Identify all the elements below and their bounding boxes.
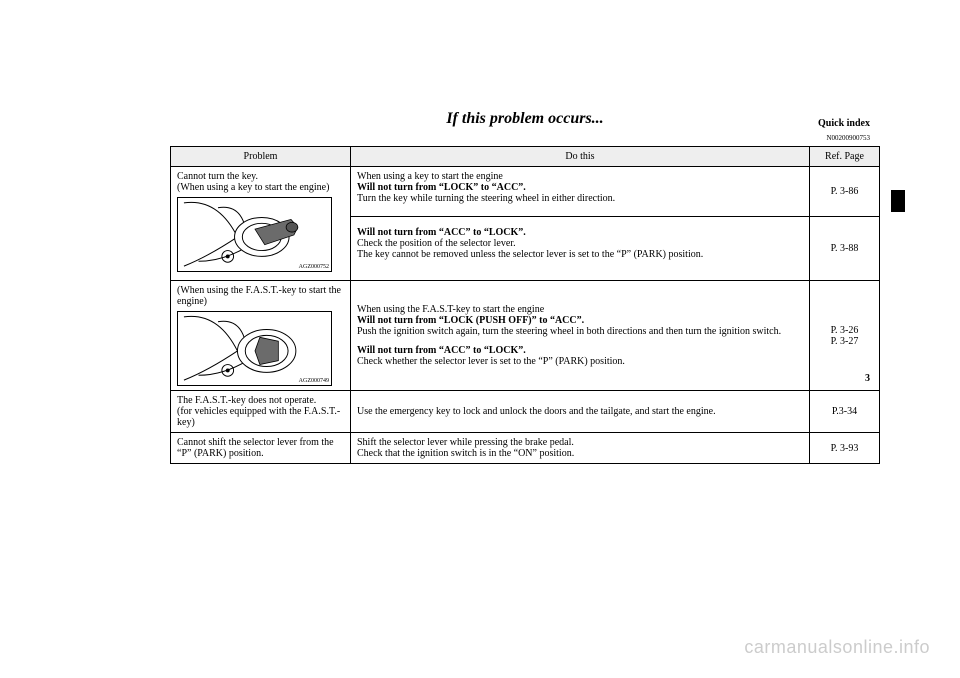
instruction-text: Will not turn from “LOCK (PUSH OFF)” to …	[357, 315, 803, 326]
dothis-cell: When using a key to start the engine Wil…	[351, 167, 810, 217]
instruction-text: The key cannot be removed unless the sel…	[357, 249, 803, 260]
table-row: (When using the F.A.S.T.-key to start th…	[171, 281, 880, 391]
problem-text: Cannot turn the key. (When using a key t…	[177, 171, 344, 193]
col-header-ref: Ref. Page	[810, 147, 880, 167]
dothis-cell: Will not turn from “ACC” to “LOCK”. Chec…	[351, 217, 810, 281]
dothis-cell: When using the F.A.S.T-key to start the …	[351, 281, 810, 391]
dothis-cell: Use the emergency key to lock and unlock…	[351, 391, 810, 433]
problem-text: The F.A.S.T.-key does not operate. (for …	[177, 395, 344, 428]
ref-cell: P.3-34	[810, 391, 880, 433]
problem-text: (When using the F.A.S.T.-key to start th…	[177, 285, 344, 307]
document-id: N00200900753	[170, 134, 880, 142]
ref-text: P. 3-27	[816, 336, 873, 347]
ref-cell: P. 3-93	[810, 433, 880, 464]
instruction-text: Shift the selector lever while pressing …	[357, 437, 803, 448]
figure-caption: AGZ000749	[299, 378, 329, 384]
problem-cell: (When using the F.A.S.T.-key to start th…	[171, 281, 351, 391]
section-tab	[891, 190, 905, 212]
troubleshooting-table: Problem Do this Ref. Page Cannot turn th…	[170, 146, 880, 464]
page-title: If this problem occurs...	[170, 110, 880, 128]
instruction-text: Will not turn from “LOCK” to “ACC”.	[357, 182, 803, 193]
instruction-text: Check the position of the selector lever…	[357, 238, 803, 249]
ignition-knob-figure: AGZ000749	[177, 311, 332, 386]
instruction-text: Push the ignition switch again, turn the…	[357, 326, 803, 337]
instruction-text: Will not turn from “ACC” to “LOCK”.	[357, 227, 803, 238]
ref-cell: P. 3-88	[810, 217, 880, 281]
page: Quick index If this problem occurs... N0…	[0, 0, 960, 484]
instruction-text: When using a key to start the engine	[357, 171, 803, 182]
col-header-problem: Problem	[171, 147, 351, 167]
table-row: Cannot shift the selector lever from the…	[171, 433, 880, 464]
instruction-text: Check that the ignition switch is in the…	[357, 448, 803, 459]
watermark: carmanualsonline.info	[744, 637, 930, 658]
instruction-text: Will not turn from “ACC” to “LOCK”.	[357, 345, 803, 356]
ref-text: P. 3-26	[816, 325, 873, 336]
problem-cell: The F.A.S.T.-key does not operate. (for …	[171, 391, 351, 433]
table-row: The F.A.S.T.-key does not operate. (for …	[171, 391, 880, 433]
col-header-dothis: Do this	[351, 147, 810, 167]
figure-caption: AGZ000752	[299, 264, 329, 270]
instruction-text: Turn the key while turning the steering …	[357, 193, 803, 204]
problem-cell: Cannot shift the selector lever from the…	[171, 433, 351, 464]
page-number: 3	[865, 373, 870, 384]
ref-cell: P. 3-86	[810, 167, 880, 217]
instruction-text: Check whether the selector lever is set …	[357, 356, 803, 367]
dothis-cell: Shift the selector lever while pressing …	[351, 433, 810, 464]
instruction-text: When using the F.A.S.T-key to start the …	[357, 304, 803, 315]
ignition-key-figure: AGZ000752	[177, 197, 332, 272]
header-section-label: Quick index	[818, 118, 870, 129]
problem-cell: Cannot turn the key. (When using a key t…	[171, 167, 351, 281]
table-row: Cannot turn the key. (When using a key t…	[171, 167, 880, 217]
